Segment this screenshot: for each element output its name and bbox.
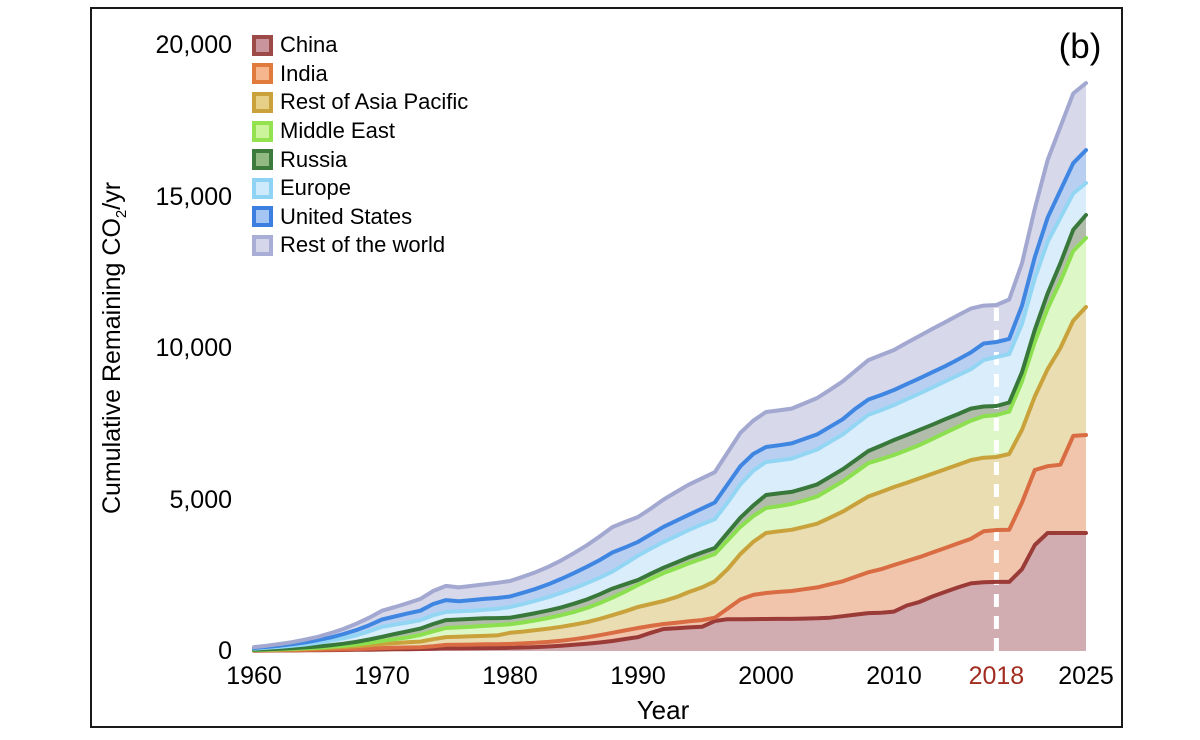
legend-label-europe: Europe [280, 175, 351, 201]
legend-swatch-united-states [252, 206, 273, 228]
x-tick-label-1980: 1980 [482, 662, 538, 690]
boundary-line-europe [252, 181, 1088, 651]
x-tick-label-2018: 2018 [968, 662, 1025, 690]
boundary-line-united-states [252, 148, 1088, 650]
boundary-line-rest-of-asia-pacific [252, 305, 1088, 653]
y-axis-label-subscript: 2 [113, 209, 130, 219]
legend-swatch-europe [252, 177, 273, 199]
legend-item-russia: Russia [252, 145, 468, 174]
legend-item-europe: Europe [252, 174, 468, 203]
y-tick-label-0: 0 [218, 637, 232, 665]
legend-label-rest-of-asia-pacific: Rest of Asia Pacific [280, 89, 469, 115]
legend-item-united-states: United States [252, 203, 468, 232]
legend-label-china: China [280, 32, 338, 58]
y-tick-label-5-000: 5,000 [169, 485, 232, 514]
legend-swatch-china [252, 34, 273, 56]
x-tick-label-1960: 1960 [226, 662, 282, 690]
area-band-europe [254, 183, 1086, 650]
area-band-russia [254, 215, 1086, 651]
y-tick-label-10-000: 10,000 [155, 334, 232, 362]
y-tick-label-20-000: 20,000 [155, 31, 232, 59]
panel-label: (b) [1058, 27, 1102, 66]
area-band-rest-of-asia-pacific [254, 307, 1086, 651]
x-axis-label: Year [636, 695, 690, 725]
legend-item-india: India [252, 60, 468, 89]
legend-item-rest-of-asia-pacific: Rest of Asia Pacific [252, 88, 468, 117]
x-tick-label-2000: 2000 [738, 662, 794, 690]
boundary-line-middle-east [252, 236, 1088, 653]
legend-label-rest-of-the-world: Rest of the world [280, 232, 446, 258]
area-band-china [254, 533, 1086, 651]
legend-swatch-rest-of-asia-pacific [252, 91, 273, 113]
legend-swatch-russia [252, 149, 273, 171]
y-axis-label-text: Cumulative Remaining CO [98, 218, 126, 515]
boundary-line-russia [252, 213, 1088, 652]
legend-item-rest-of-the-world: Rest of the world [252, 231, 468, 260]
legend-label-india: India [280, 60, 328, 86]
legend-label-united-states: United States [280, 203, 413, 229]
legend-item-china: China [252, 31, 468, 60]
area-band-rest-of-the-world [254, 83, 1086, 649]
x-tick-label-1990: 1990 [610, 662, 666, 690]
y-tick-label-15-000: 15,000 [155, 182, 232, 211]
legend-swatch-india [252, 63, 273, 85]
boundary-line-india [252, 433, 1088, 653]
legend-label-russia: Russia [280, 146, 348, 172]
legend-swatch-rest-of-the-world [252, 234, 273, 256]
legend-label-middle-east: Middle East [280, 118, 395, 144]
legend: China India Rest of Asia Pacific Middle Eas… [252, 31, 468, 260]
x-tick-label-2025: 2025 [1058, 662, 1114, 690]
x-tick-label-2010: 2010 [866, 662, 922, 690]
boundary-line-rest-of-the-world [252, 81, 1088, 650]
area-band-india [254, 435, 1086, 651]
legend-swatch-middle-east [252, 120, 273, 142]
legend-item-middle-east: Middle East [252, 117, 468, 146]
x-tick-label-1970: 1970 [354, 662, 410, 690]
